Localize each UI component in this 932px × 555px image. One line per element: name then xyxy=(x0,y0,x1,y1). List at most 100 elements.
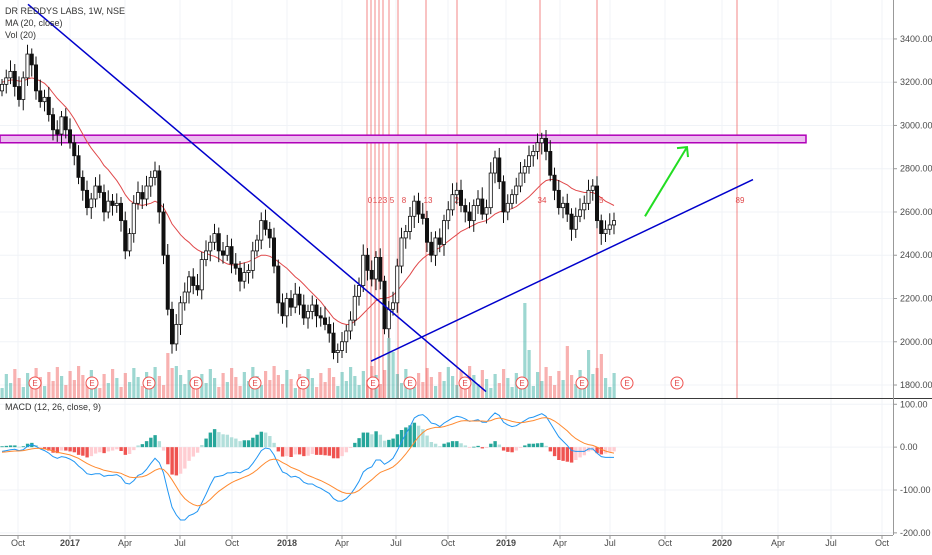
fib-zone-label: 2 xyxy=(378,196,383,205)
candle-body xyxy=(229,246,234,265)
macd-histogram-bar xyxy=(552,447,557,457)
volume-bar xyxy=(68,371,72,398)
candle-body xyxy=(527,155,532,167)
candle-body xyxy=(612,220,617,226)
macd-histogram-bar xyxy=(161,447,166,451)
candle-body xyxy=(191,276,196,286)
macd-histogram-bar xyxy=(289,447,293,457)
volume-bar xyxy=(327,368,331,398)
candle-body xyxy=(373,257,378,280)
macd-histogram-bar xyxy=(251,437,255,448)
earnings-marker[interactable] xyxy=(403,376,417,390)
volume-bar xyxy=(196,388,200,398)
candle-body xyxy=(475,198,480,206)
candle-body xyxy=(174,324,179,345)
fib-zone-label: 34 xyxy=(538,196,547,205)
earnings-marker[interactable] xyxy=(458,376,472,390)
earnings-marker[interactable] xyxy=(85,376,99,390)
macd-histogram-bar xyxy=(166,447,170,465)
price-tick-label: 2400.00 xyxy=(900,250,932,260)
candle-body xyxy=(297,293,302,306)
candle-body xyxy=(144,185,149,200)
earnings-marker[interactable] xyxy=(248,376,262,390)
volume-bar xyxy=(531,386,535,398)
price-tick-label: 2000.00 xyxy=(900,337,932,347)
arrow-head[interactable] xyxy=(676,145,689,158)
resistance-zone[interactable] xyxy=(0,134,807,144)
earnings-marker[interactable] xyxy=(189,376,203,390)
macd-histogram-bar xyxy=(382,440,387,448)
earnings-marker[interactable] xyxy=(296,376,310,390)
volume-bar xyxy=(391,352,395,398)
candle-body xyxy=(454,189,459,196)
macd-histogram-bar xyxy=(395,434,400,448)
earnings-marker[interactable] xyxy=(670,376,684,390)
volume-bar xyxy=(60,376,64,398)
macd-histogram-bar xyxy=(72,447,77,453)
volume-bar xyxy=(264,371,268,398)
candle-body xyxy=(55,129,60,135)
candle-body xyxy=(46,96,51,116)
time-tick-label: 2018 xyxy=(277,538,297,548)
macd-histogram-bar xyxy=(484,447,489,448)
candle-body xyxy=(590,185,595,191)
earnings-marker[interactable] xyxy=(575,376,589,390)
arrow-shaft[interactable] xyxy=(644,146,688,217)
macd-histogram-bar xyxy=(195,447,200,453)
macd-histogram xyxy=(0,422,616,476)
ascending-trendline[interactable] xyxy=(370,178,754,362)
fib-zone-label: 0 xyxy=(368,196,373,205)
candle-body xyxy=(437,237,442,245)
macd-histogram-bar xyxy=(433,443,438,448)
earnings-marker[interactable] xyxy=(142,376,156,390)
candle-body xyxy=(0,83,4,92)
earnings-marker[interactable] xyxy=(28,376,42,390)
volume-bar xyxy=(595,368,599,398)
earnings-marker[interactable] xyxy=(515,376,529,390)
macd-histogram-bar xyxy=(459,443,463,448)
volume-bar xyxy=(17,378,21,398)
fib-zone-label: 13 xyxy=(424,196,433,205)
volume-bar xyxy=(353,376,357,398)
time-tick-label: Jul xyxy=(174,538,186,548)
candle-body xyxy=(561,202,566,209)
candle-body xyxy=(595,185,600,222)
volume-bar xyxy=(13,369,17,398)
earnings-marker[interactable] xyxy=(366,376,380,390)
macd-tick-label: 0.00 xyxy=(900,442,918,452)
candle-body xyxy=(356,285,361,297)
candle-body xyxy=(182,291,187,304)
candle-body xyxy=(467,211,472,222)
macd-histogram-bar xyxy=(280,447,285,457)
candle-body xyxy=(365,254,370,271)
candle-body xyxy=(233,263,238,269)
descending-trendline[interactable] xyxy=(27,3,487,393)
macd-histogram-bar xyxy=(234,438,238,448)
candle-body xyxy=(335,350,340,353)
candle-body xyxy=(539,138,544,144)
macd-histogram-bar xyxy=(153,435,157,448)
candle-body xyxy=(569,213,574,230)
macd-histogram-bar xyxy=(123,447,128,455)
macd-histogram-bar xyxy=(574,447,578,460)
candle-body xyxy=(259,220,264,241)
candle-body xyxy=(339,341,344,351)
macd-histogram-bar xyxy=(565,447,570,462)
candle-body xyxy=(131,202,136,235)
volume-bar xyxy=(561,380,565,398)
macd-histogram-bar xyxy=(514,447,519,451)
candle-body xyxy=(250,250,255,271)
candle-body xyxy=(505,202,510,213)
volume-bar xyxy=(442,381,446,398)
macd-histogram-bar xyxy=(540,442,544,448)
earnings-marker[interactable] xyxy=(620,376,634,390)
price-tick-label: 2600.00 xyxy=(900,207,932,217)
projection-arrow[interactable] xyxy=(644,145,689,217)
volume-bar xyxy=(9,383,13,398)
candle-body xyxy=(29,53,34,66)
macd-histogram-bar xyxy=(446,442,451,448)
macd-tick-label: -200.00 xyxy=(900,528,931,538)
fib-zone-label: 8 xyxy=(402,196,407,205)
candle-body xyxy=(395,265,400,304)
